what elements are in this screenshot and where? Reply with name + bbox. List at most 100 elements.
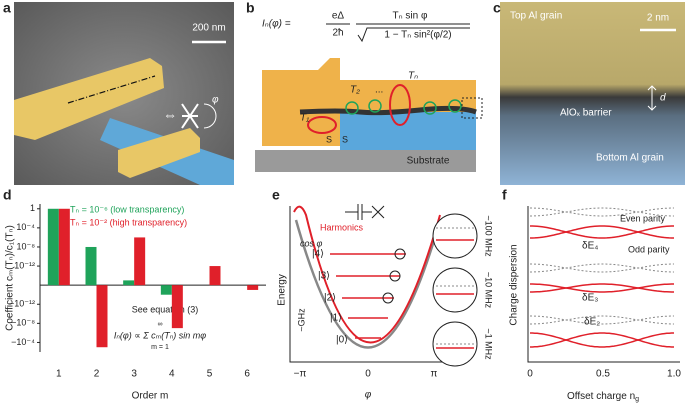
- channel-label: T₂: [350, 85, 360, 96]
- panel-e: e Energy φ −π 0 π |4⟩ |3⟩ |2⟩ |1⟩ |0⟩ co…: [272, 187, 494, 401]
- junction-symbol: [181, 103, 199, 129]
- panel-label: a: [3, 0, 11, 16]
- formula-denominator: 1 − Tₙ sin²(φ/2): [384, 30, 451, 41]
- levels: [330, 253, 406, 339]
- x-tick-label: 0.5: [596, 369, 610, 380]
- zoom-box: [461, 97, 483, 119]
- x-tick-label: 0: [365, 369, 371, 380]
- cut-line: [67, 75, 156, 104]
- substrate-label: Substrate: [407, 156, 450, 167]
- dots: ...: [375, 85, 383, 96]
- thickness-arrow: [647, 85, 657, 111]
- x-axis-label: φ: [365, 390, 372, 401]
- bar: [47, 208, 59, 286]
- x-tick-label: 3: [131, 369, 137, 380]
- even-band: [530, 332, 674, 348]
- panel-label: f: [502, 187, 507, 203]
- formula-numerator: Tₙ sin φ: [393, 11, 428, 22]
- scale-label: ~1 MHz: [484, 328, 494, 360]
- panel-label: c: [493, 0, 501, 16]
- arrow-symbol: ⇔: [163, 107, 177, 123]
- x-tick-label: 4: [169, 369, 175, 380]
- legend-entry: Tₙ = 10⁻² (high transparency): [70, 217, 187, 227]
- y-axis-label: Energy: [277, 274, 288, 306]
- ghz-label: ~GHz: [296, 308, 306, 332]
- barrier: [299, 105, 477, 116]
- bar: [134, 237, 146, 286]
- gray-band: [530, 315, 674, 325]
- cos-potential: [294, 219, 442, 349]
- scale-label: 2 nm: [647, 13, 669, 24]
- top-label: Top Al grain: [510, 11, 562, 22]
- x-axis-label-sub: g: [635, 396, 639, 403]
- panel-c: c Top Al grain 2 nm AlOₓ barrier d Botto…: [493, 0, 685, 185]
- y-tick-label: −10⁻¹²: [9, 299, 35, 309]
- bottom-label: Bottom Al grain: [596, 153, 664, 164]
- barrier-label: AlOₓ barrier: [560, 108, 612, 119]
- zoom-circles: [382, 213, 478, 367]
- channel-loop: [345, 101, 359, 115]
- panel-f: f Charge dispersion Offset charge ng 0 0…: [502, 187, 681, 403]
- panel-label: e: [272, 187, 280, 203]
- bar: [58, 208, 70, 286]
- odd-band: [530, 283, 674, 293]
- even-band: [530, 225, 674, 239]
- phi-label: φ: [212, 95, 219, 106]
- odd-label: Odd parity: [628, 244, 670, 254]
- bar: [171, 285, 183, 329]
- y-tick-label: 10⁻⁴: [16, 222, 35, 232]
- bar: [160, 285, 172, 295]
- formula-lhs: Iₙ(φ) =: [262, 19, 291, 30]
- sqrt-sign: [357, 27, 470, 43]
- axes: [289, 206, 445, 363]
- gray-band: [530, 207, 674, 217]
- even-band: [530, 283, 674, 293]
- delta-label: δE₃: [582, 293, 598, 304]
- electrode-label: S: [342, 134, 348, 144]
- bar: [247, 285, 259, 290]
- circuit-symbol: [345, 204, 385, 220]
- formula-prefactor-den: 2ħ: [332, 28, 343, 39]
- x-tick-label: 0: [527, 369, 533, 380]
- even-label: Even parity: [620, 213, 666, 223]
- channel-loop: [423, 101, 437, 115]
- channel-loop: [307, 116, 337, 134]
- bottom-grain: [340, 112, 476, 150]
- odd-band: [530, 225, 674, 239]
- substrate: [255, 150, 476, 172]
- yellow-electrode-2: [118, 128, 200, 178]
- y-axis-label: Charge dispersion: [509, 244, 520, 325]
- x-tick-label: 1: [56, 369, 62, 380]
- odd-band: [530, 332, 674, 348]
- level-label: |2⟩: [324, 293, 336, 304]
- channel-label: T₁: [300, 113, 309, 124]
- x-tick-label: 5: [207, 369, 213, 380]
- y-axis-label: Coefficient cₘ(Tₙ)/c₁(Tₙ): [5, 225, 16, 331]
- channel-loop: [389, 84, 411, 126]
- phase-arrow: [203, 103, 217, 129]
- axes: [527, 206, 680, 363]
- x-axis-label: Order m: [132, 391, 169, 402]
- panel-a: 200 nm ⇔ φ a: [3, 0, 234, 185]
- channel-loop: [448, 99, 462, 113]
- sum-bottom: m = 1: [151, 344, 169, 351]
- x-axis-label-main: Offset charge n: [567, 391, 635, 402]
- formula: Iₙ(φ) ∝ Σ cₘ(Tₙ) sin mφ: [114, 330, 206, 340]
- legend-entry: Tₙ = 10⁻⁶ (low transparency): [70, 204, 184, 214]
- x-tick-label: −π: [294, 369, 307, 380]
- bar: [85, 246, 97, 286]
- gray-band: [530, 263, 674, 273]
- delta-label: δE₂: [584, 317, 600, 328]
- level-label: |3⟩: [318, 271, 330, 282]
- zoom-levels: [436, 239, 474, 349]
- yellow-electrode: [14, 58, 164, 140]
- scale-label: ~10 MHz: [484, 272, 494, 309]
- delta-label: δE₄: [582, 241, 598, 252]
- harmonic-potential: [293, 205, 441, 344]
- y-tick-label: 10⁻¹²: [14, 260, 35, 270]
- bar: [209, 266, 221, 286]
- cos-label: cos φ: [300, 238, 323, 248]
- thickness-label: d: [660, 93, 666, 104]
- x-tick-label: π: [431, 369, 438, 380]
- panel-label: b: [246, 0, 255, 16]
